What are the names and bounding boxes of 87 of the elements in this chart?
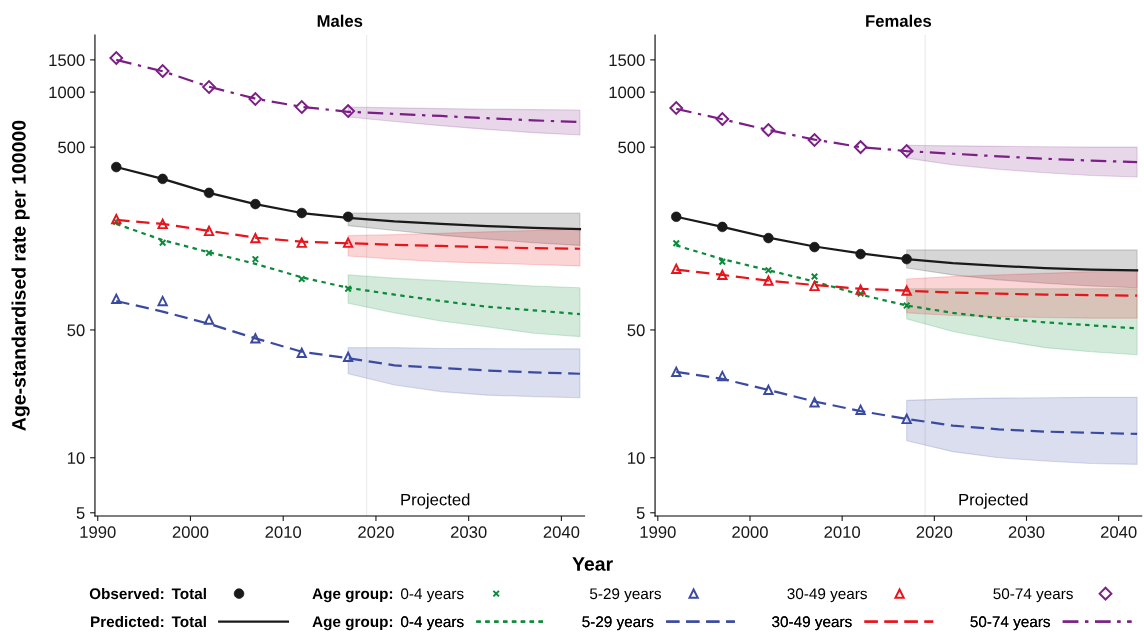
point	[810, 272, 819, 281]
point	[855, 284, 866, 295]
text: Age group:	[312, 588, 393, 603]
point	[294, 100, 309, 114]
point	[157, 295, 168, 307]
point	[853, 140, 868, 154]
point	[250, 232, 261, 244]
point	[671, 263, 682, 274]
y-tick-label: 5	[76, 507, 85, 519]
legend-label: 30-49 years	[787, 588, 867, 603]
point	[763, 384, 774, 396]
point	[901, 413, 912, 425]
point	[298, 275, 306, 283]
point	[203, 314, 215, 325]
point	[764, 266, 773, 275]
x-axis-title: Year	[572, 557, 613, 571]
y-tick-label: 10	[67, 452, 85, 464]
chart-title: Males	[317, 14, 363, 27]
legend-label: Total	[171, 587, 206, 600]
point	[250, 333, 261, 344]
legend-label: 0-4 years	[401, 588, 464, 603]
point	[158, 238, 167, 247]
ref-line-label: Projected	[401, 493, 470, 509]
point	[715, 112, 730, 126]
point	[203, 225, 215, 237]
point	[157, 218, 168, 230]
legend-label: 5-29 years	[582, 616, 654, 631]
legend-label: 30-49 years	[772, 616, 852, 631]
legend-label: Total	[171, 615, 206, 628]
point	[202, 80, 216, 94]
x-tick-label: 2020	[358, 526, 394, 538]
point	[111, 293, 122, 304]
legend-label: 5-29 years	[589, 588, 661, 603]
point	[902, 301, 911, 310]
point	[899, 144, 914, 158]
point	[342, 237, 354, 248]
point	[855, 404, 866, 415]
point	[717, 370, 728, 382]
point	[809, 280, 820, 292]
y-tick-label: 50	[627, 324, 645, 337]
x-tick-label: 2000	[732, 526, 768, 538]
chart-title: Females	[866, 14, 932, 27]
x-tick-label: 2040	[1100, 526, 1137, 538]
point	[342, 351, 354, 363]
point	[761, 123, 776, 137]
point	[155, 64, 170, 78]
point	[901, 285, 912, 296]
x-tick-label: 2040	[543, 526, 580, 538]
y-tick-label: 1500	[609, 54, 645, 67]
point	[248, 92, 263, 106]
text: Observed:	[89, 587, 164, 600]
y-tick-label: 500	[58, 141, 85, 154]
x-tick-label: 2010	[824, 526, 861, 538]
y-axis-title: Age-standardised rate per 100000	[11, 120, 30, 431]
point	[296, 347, 307, 358]
x-tick-label: 2030	[1008, 526, 1045, 538]
legend-label: 0-4 years	[401, 616, 464, 631]
x-tick-label: 2010	[265, 526, 302, 538]
x-tick-label: 1990	[80, 526, 116, 538]
point	[809, 397, 820, 408]
y-tick-label: 1000	[49, 86, 85, 99]
legend-label: 50-74 years	[970, 616, 1050, 631]
legend-label: 50-74 years	[993, 588, 1073, 603]
point	[669, 101, 684, 115]
point	[111, 213, 122, 225]
text: Predicted:	[91, 615, 164, 628]
y-tick-label: 5	[636, 507, 645, 519]
x-tick-label: 2030	[450, 526, 487, 538]
point	[671, 366, 682, 377]
y-tick-label: 50	[67, 324, 85, 337]
point	[763, 275, 774, 286]
text: Age group:	[312, 616, 393, 631]
y-tick-label: 1500	[49, 54, 85, 67]
point	[344, 285, 352, 293]
point	[717, 269, 728, 281]
x-tick-label: 2000	[172, 526, 209, 538]
x-tick-label: 1990	[640, 526, 676, 538]
point	[109, 51, 124, 65]
point	[341, 104, 355, 118]
point	[296, 237, 307, 248]
y-tick-label: 500	[618, 141, 645, 154]
point	[807, 133, 822, 147]
y-tick-label: 10	[628, 452, 645, 464]
y-tick-label: 1000	[609, 86, 645, 99]
x-tick-label: 2020	[916, 526, 953, 538]
ref-line-label: Projected	[959, 493, 1028, 509]
point	[205, 249, 213, 257]
